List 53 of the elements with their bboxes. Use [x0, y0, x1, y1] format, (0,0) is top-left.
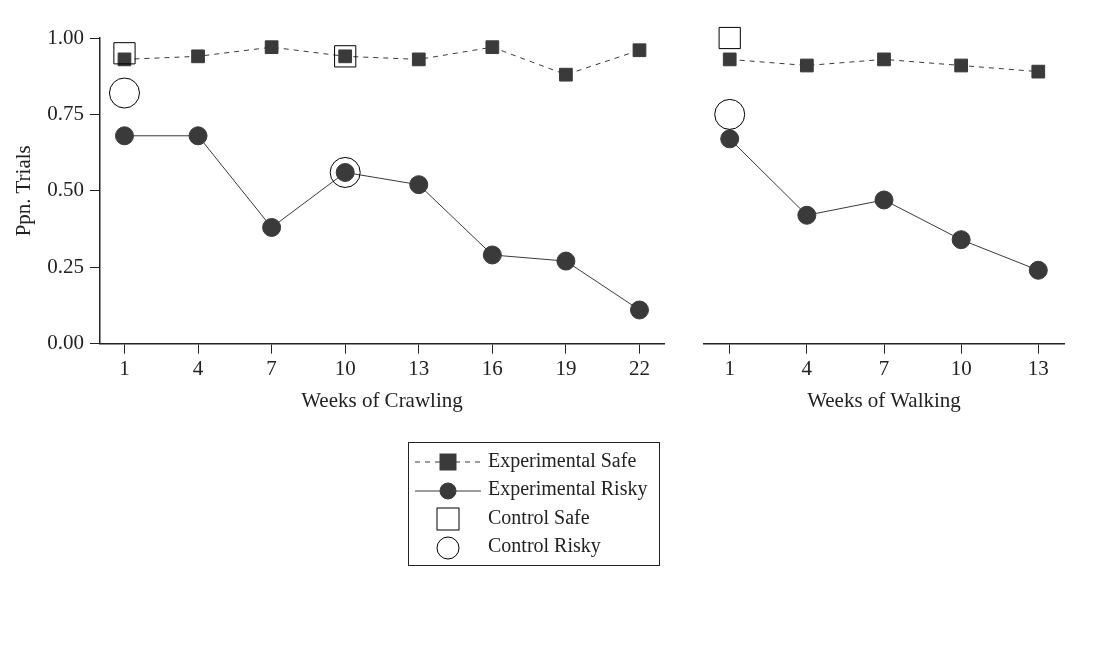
- y-tick-label: 0.75: [47, 100, 84, 125]
- x-axis-title: Weeks of Walking: [807, 387, 962, 412]
- point: [485, 40, 500, 55]
- point: [411, 52, 426, 67]
- point: [1028, 260, 1048, 280]
- x-tick-label: 13: [408, 355, 430, 380]
- point: [329, 156, 361, 188]
- x-tick-label: 4: [801, 355, 813, 380]
- x-tick-label: 1: [119, 355, 130, 380]
- point: [720, 129, 740, 149]
- point: [629, 300, 649, 320]
- point: [951, 230, 971, 250]
- point: [114, 126, 134, 146]
- x-axis-title: Weeks of Crawling: [301, 387, 464, 412]
- point: [954, 58, 969, 73]
- point: [559, 67, 573, 82]
- legend-label: Control Safe: [488, 505, 590, 528]
- x-tick-label: 10: [950, 355, 972, 380]
- point: [113, 42, 136, 65]
- point: [188, 126, 208, 146]
- x-tick-label: 16: [481, 355, 503, 380]
- y-tick-label: 0.00: [47, 330, 84, 355]
- x-tick-label: 22: [628, 355, 650, 380]
- point: [714, 98, 746, 130]
- point: [191, 49, 205, 64]
- y-axis-title: Ppn. Trials: [11, 145, 36, 237]
- x-tick-label: 13: [1027, 355, 1049, 380]
- point: [556, 251, 576, 271]
- point: [262, 217, 282, 237]
- y-tick-label: 1.00: [47, 24, 84, 49]
- y-tick-label: 0.25: [47, 253, 84, 278]
- point: [632, 43, 647, 58]
- point: [874, 190, 894, 210]
- legend-label: Control Risky: [488, 534, 601, 557]
- point: [799, 58, 814, 73]
- x-tick-label: 10: [334, 355, 356, 380]
- x-tick-label: 7: [266, 355, 277, 380]
- point: [1031, 64, 1046, 79]
- point: [718, 26, 741, 50]
- legend-label: Experimental Safe: [488, 449, 637, 471]
- point: [797, 205, 817, 225]
- point: [482, 245, 502, 265]
- legend-label: Experimental Risky: [488, 477, 648, 500]
- y-tick-label: 0.50: [47, 177, 84, 202]
- point: [409, 175, 429, 195]
- x-tick-label: 1: [724, 355, 735, 380]
- point: [877, 52, 891, 67]
- x-tick-label: 19: [555, 355, 577, 380]
- x-tick-label: 7: [878, 355, 890, 380]
- point: [722, 52, 737, 67]
- x-tick-label: 4: [192, 355, 204, 380]
- point: [108, 77, 140, 109]
- point: [264, 40, 279, 55]
